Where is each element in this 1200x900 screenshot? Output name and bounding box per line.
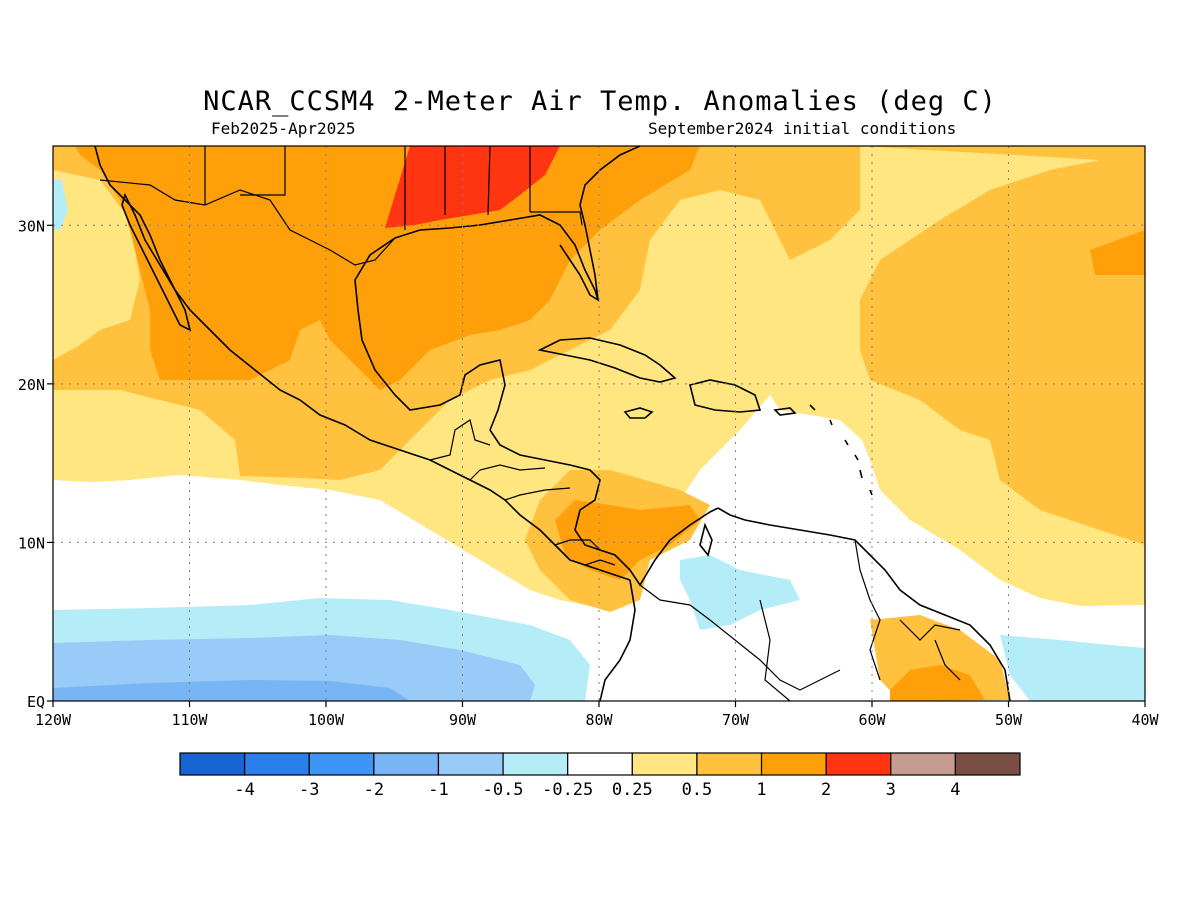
x-tick-label: 90W [449, 711, 477, 729]
map-title: NCAR_CCSM4 2-Meter Air Temp. Anomalies (… [203, 86, 997, 117]
y-tick-label: 20N [18, 376, 45, 394]
colorbar-label: 2 [821, 780, 831, 800]
colorbar-swatch [502, 752, 569, 776]
colorbar-label: -4 [234, 780, 254, 800]
colorbar-swatch [696, 752, 763, 776]
colorbar-swatch [308, 752, 375, 776]
x-tick-label: 120W [35, 711, 72, 729]
colorbar-label: -0.5 [483, 780, 524, 800]
colorbar: -4 -3 -2 -1 -0.5 -0.25 0.25 0.5 1 2 3 4 [179, 752, 1021, 800]
colorbar-swatch [825, 752, 892, 776]
x-tick-label: 70W [722, 711, 750, 729]
colorbar-label: 0.5 [682, 780, 713, 800]
x-tick-label: 60W [858, 711, 886, 729]
political-borders [99, 146, 961, 701]
colorbar-swatch [760, 752, 827, 776]
colorbar-swatch [631, 752, 698, 776]
colorbar-label: 3 [886, 780, 896, 800]
anomaly-field [53, 146, 1145, 701]
colorbar-swatch [373, 752, 440, 776]
x-tick-label: 110W [171, 711, 208, 729]
colorbar-swatch [437, 752, 504, 776]
colorbar-label: -1 [428, 780, 448, 800]
colorbar-label: -2 [364, 780, 384, 800]
x-tick-label: 80W [585, 711, 613, 729]
anomaly-region-blue [53, 680, 410, 701]
anomaly-region-orange [75, 146, 1145, 701]
graticule [53, 146, 1145, 701]
x-tick-label: 40W [1131, 711, 1159, 729]
colorbar-label: 1 [756, 780, 766, 800]
axis-ticks: 120W 110W 100W 90W 80W 70W 60W 50W 40W EQ 10N 20N 30… [18, 217, 1160, 729]
forecast-period: Feb2025-Apr2025 [211, 119, 356, 138]
colorbar-swatch [890, 752, 956, 776]
y-tick-label: 30N [18, 217, 45, 235]
colorbar-label: 0.25 [612, 780, 653, 800]
colorbar-swatch [179, 752, 246, 776]
x-tick-label: 50W [995, 711, 1023, 729]
initial-conditions: September2024 initial conditions [648, 119, 957, 138]
colorbar-label: 4 [950, 780, 960, 800]
colorbar-swatch [567, 752, 633, 776]
y-tick-label: EQ [27, 693, 45, 711]
colorbar-label: -3 [299, 780, 319, 800]
colorbar-swatch [244, 752, 310, 776]
y-tick-label: 10N [18, 534, 45, 552]
colorbar-swatch [954, 752, 1021, 776]
anomaly-region-red [385, 146, 560, 228]
x-tick-label: 100W [308, 711, 345, 729]
colorbar-label: -0.25 [542, 780, 593, 800]
